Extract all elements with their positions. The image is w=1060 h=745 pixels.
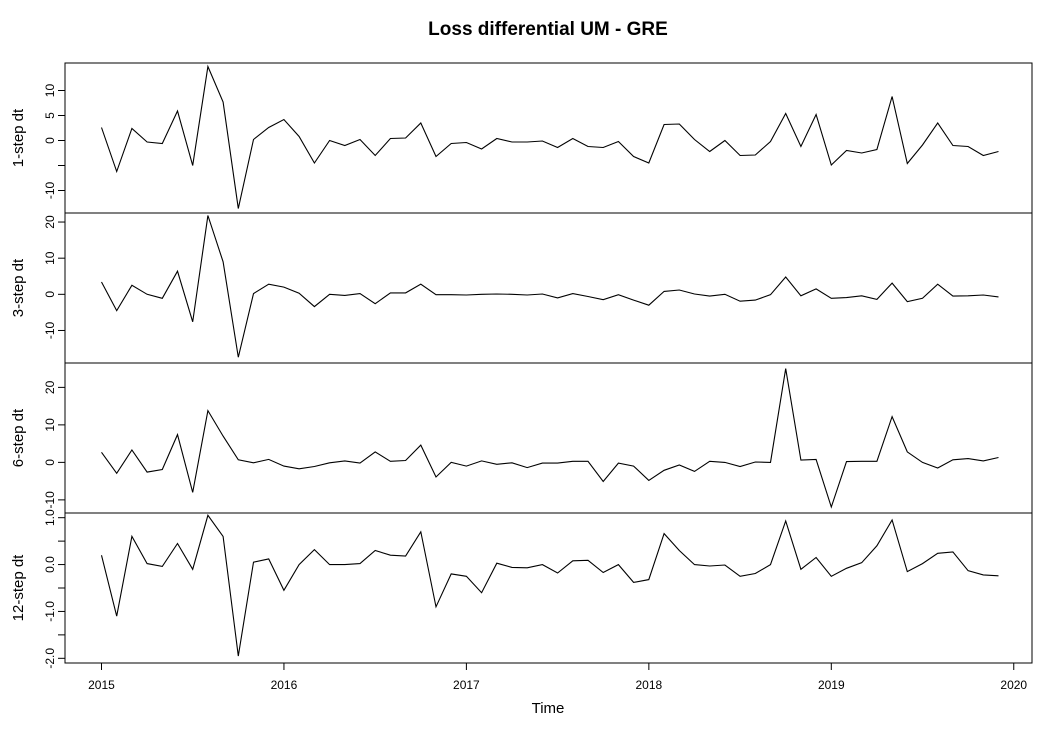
y-axis-title: 3-step dt [10,258,27,317]
chart-title: Loss differential UM - GRE [428,19,668,40]
panel-4: -2.0 -1.0 0.0 1.0 12-step dt [10,509,1033,669]
panel-2: -10 0 10 20 3-step dt [10,212,1033,364]
y-tick-label: 10 [43,418,57,432]
y-tick-label: 0 [43,137,57,144]
series-line [100,64,999,209]
y-tick-label: 5 [43,112,57,119]
x-tick-label: 2019 [818,678,845,692]
x-tick-label: 2016 [271,678,298,692]
y-tick-label: -2.0 [43,648,57,669]
y-tick-label: -10 [43,321,57,339]
panel-frame [64,362,1033,514]
y-tick-label: 0 [43,291,57,298]
x-axis-title: Time [532,700,565,717]
series-line [101,368,999,509]
y-tick-label: -10 [43,182,57,200]
y-axis-title: 12-step dt [10,554,27,622]
y-axis-title: 1-step dt [10,108,27,167]
y-tick-label: 20 [43,380,57,394]
y-tick-label: 10 [43,84,57,98]
panel-frame [64,512,1033,664]
y-tick-label: 1.0 [43,509,57,526]
y-tick-label: 0.0 [43,556,57,573]
x-tick-label: 2015 [88,678,115,692]
x-tick-label: 2018 [635,678,662,692]
x-tick-label: 2017 [453,678,480,692]
y-axis-title: 6-step dt [10,408,27,467]
y-tick-label: -10 [43,491,57,509]
panel-frame [64,62,1033,214]
y-tick-label: 0 [43,459,57,466]
x-tick-label: 2020 [1000,678,1027,692]
chart-panels: -10 0 5 10 1-step dt -10 0 10 20 3-step dt -10 0 10 2… [10,62,1033,669]
series-line [101,215,999,358]
y-tick-label: 20 [43,215,57,229]
panel-3: -10 0 10 20 6-step dt [10,362,1033,514]
y-tick-label: 10 [43,251,57,265]
panel-1: -10 0 5 10 1-step dt [10,62,1033,214]
y-tick-label: -1.0 [43,601,57,622]
x-axis: 2015 2016 2017 2018 2019 2020 [88,663,1027,692]
series-line [100,514,999,657]
